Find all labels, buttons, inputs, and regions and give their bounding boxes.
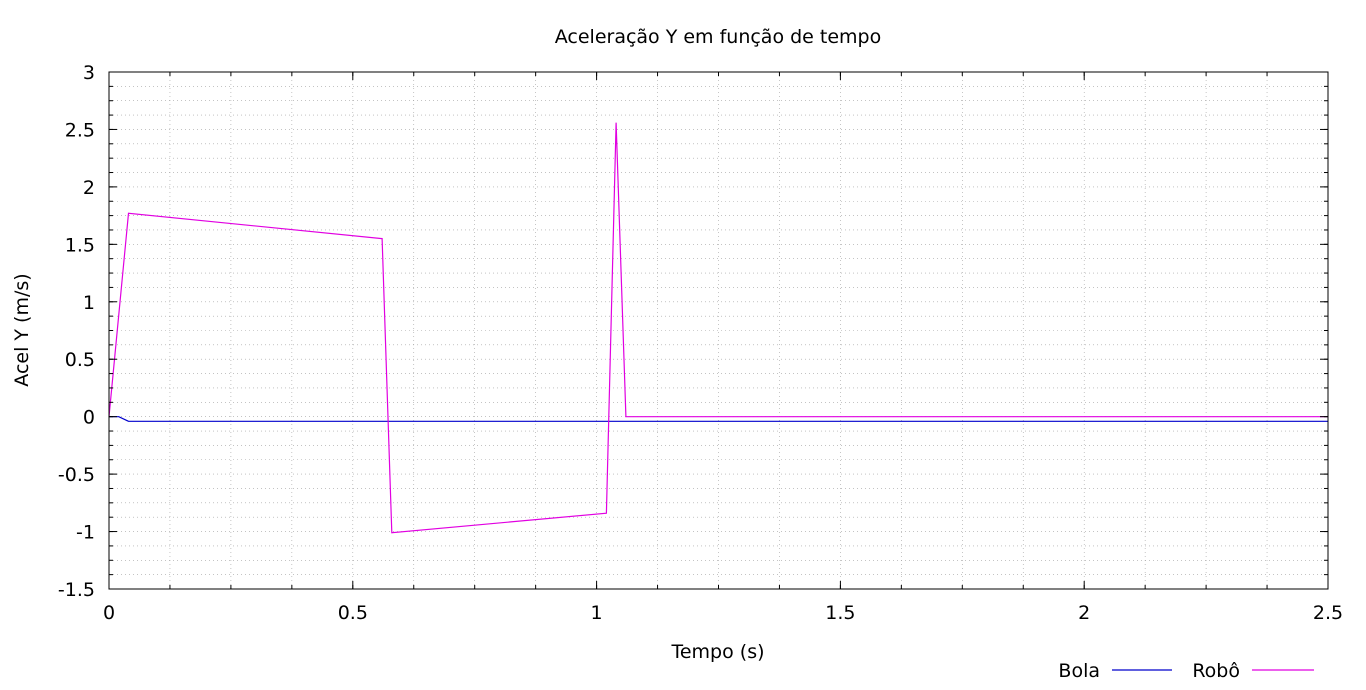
series-line-robo	[108, 122, 1328, 534]
legend: Bola Robô	[1058, 660, 1314, 682]
y-tick-label: 3	[83, 62, 95, 84]
x-axis-label: Tempo (s)	[670, 641, 764, 663]
legend-label-robo: Robô	[1192, 660, 1240, 682]
y-tick-label: 0.5	[65, 349, 95, 371]
x-tick-label: 0.5	[338, 602, 368, 624]
y-tick-label: 0	[83, 407, 95, 429]
y-tick-label: -1	[76, 522, 95, 544]
y-tick-label: 2	[83, 177, 95, 199]
x-tick-label: 1.5	[825, 602, 855, 624]
x-tick-label: 0	[103, 602, 115, 624]
y-tick-label: 1.5	[65, 234, 95, 256]
x-tick-label: 2	[1078, 602, 1090, 624]
grid	[109, 72, 1328, 589]
y-tick-label: 1	[83, 292, 95, 314]
tick-labels: 0 0.5 1 1.5 2 2.5 3 2.5 2 1.5 1 0.5 0 -0.5 -1 -1.5	[58, 62, 1343, 624]
chart-title: Aceleração Y em função de tempo	[555, 26, 882, 48]
x-tick-label: 1	[591, 602, 603, 624]
y-tick-label: 2.5	[65, 119, 95, 141]
x-tick-label: 2.5	[1313, 602, 1343, 624]
y-tick-label: -1.5	[58, 579, 95, 601]
ticks	[108, 71, 1329, 590]
legend-label-bola: Bola	[1058, 660, 1100, 682]
y-tick-label: -0.5	[58, 464, 95, 486]
y-axis-label: Acel Y (m/s)	[11, 273, 33, 386]
